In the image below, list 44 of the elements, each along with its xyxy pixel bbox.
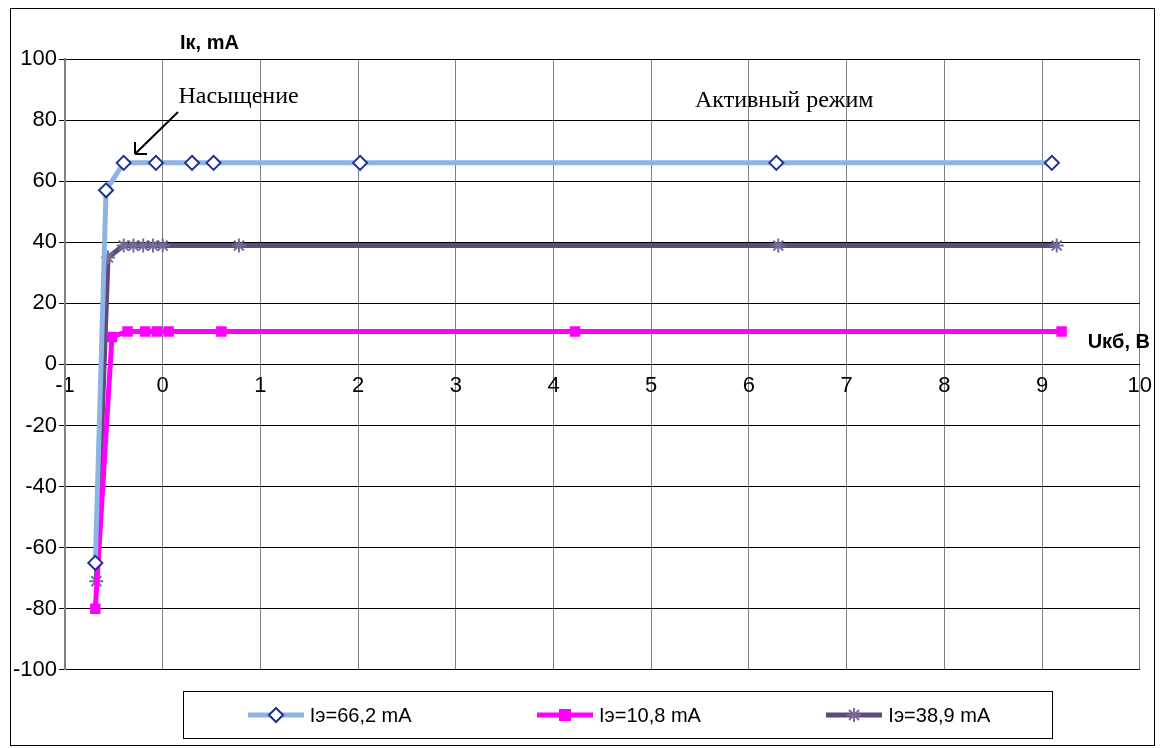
point [139, 326, 151, 337]
x-tick-label: 2 [352, 371, 365, 397]
y-tick-label: -40 [25, 472, 58, 498]
annotation: Активный режим [695, 86, 874, 113]
x-tick-label: 4 [547, 371, 560, 397]
y-tick-label: 40 [32, 228, 58, 254]
x-tick-label: 5 [645, 371, 658, 397]
point [770, 237, 787, 254]
y-tick-label: -100 [12, 655, 58, 681]
point [100, 249, 117, 266]
y-axis-title: Iк, mA [180, 30, 239, 53]
legend-label: Iэ=38,9 mA [888, 703, 991, 727]
point [163, 326, 174, 337]
point [230, 237, 247, 254]
x-tick-label: 7 [840, 371, 853, 397]
point [122, 326, 133, 337]
x-tick-label: 0 [156, 371, 169, 397]
y-tick-label: 20 [32, 289, 58, 315]
y-tick-label: 0 [44, 350, 58, 376]
y-tick-label: -60 [25, 533, 58, 559]
point [151, 326, 163, 337]
x-tick-label: 10 [1127, 371, 1153, 397]
annotation: Насыщение [178, 82, 299, 109]
y-tick-label: 100 [20, 45, 58, 71]
point [216, 326, 227, 337]
x-tick-label: 6 [742, 371, 756, 397]
point [90, 603, 101, 614]
point [1056, 326, 1067, 337]
x-tick-label: 9 [1035, 371, 1049, 397]
y-tick-label: -80 [25, 594, 58, 620]
x-axis-title: Uкб, B [1087, 329, 1150, 352]
y-tick-label: 80 [32, 106, 58, 132]
legend-label: Iэ=66,2 mA [309, 703, 412, 727]
x-tick-label: 3 [449, 371, 462, 397]
y-tick-label: 60 [32, 167, 58, 193]
x-tick-label: 1 [254, 371, 267, 397]
x-tick-label: 8 [938, 371, 951, 397]
point [144, 237, 161, 254]
legend-label: Iэ=10,8 mA [599, 703, 701, 727]
point [154, 237, 171, 254]
point [569, 326, 581, 337]
point [1048, 237, 1065, 254]
y-tick-label: -20 [25, 411, 58, 437]
point [106, 331, 118, 343]
